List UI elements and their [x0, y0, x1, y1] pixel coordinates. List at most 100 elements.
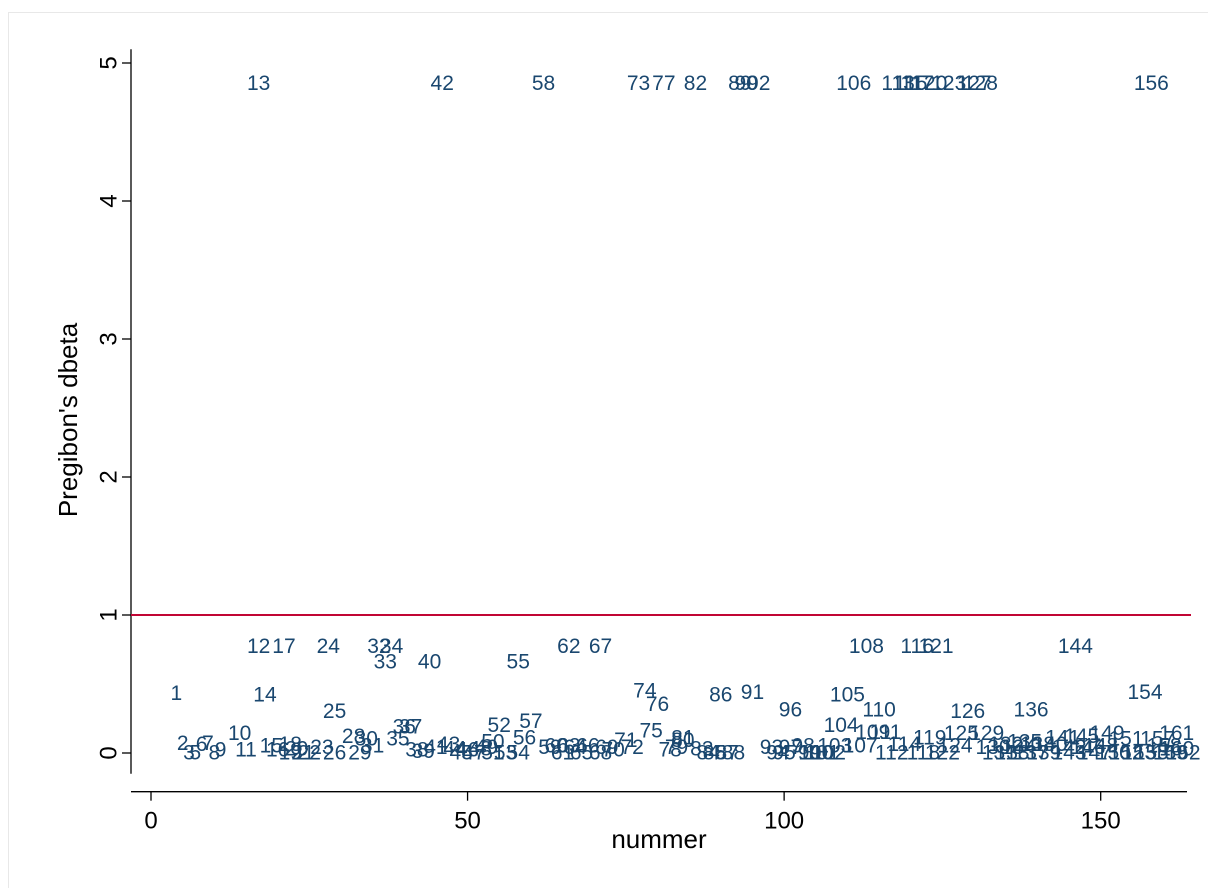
point-label: 72	[620, 736, 643, 759]
point-label: 102	[811, 742, 846, 765]
point-label: 45	[450, 742, 473, 765]
x-axis-title: nummer	[611, 824, 707, 854]
point-label: 46	[456, 739, 479, 762]
point-label: 83	[690, 737, 713, 760]
point-label: 89	[728, 72, 751, 95]
point-label: 128	[963, 72, 998, 95]
point-label: 139	[1026, 742, 1061, 765]
point-label: 2	[177, 732, 189, 755]
point-label: 148	[1083, 735, 1118, 758]
point-label: 78	[658, 739, 681, 762]
point-label: 126	[950, 700, 985, 723]
x-tick-label: 100	[764, 808, 804, 835]
point-label: 47	[462, 742, 485, 765]
point-label: 40	[418, 650, 441, 673]
point-label: 55	[507, 650, 530, 673]
point-label: 76	[646, 693, 669, 716]
point-label: 135	[1007, 730, 1042, 753]
point-label: 7	[202, 732, 214, 755]
point-label: 132	[988, 733, 1023, 756]
point-label: 19	[279, 742, 302, 765]
point-label: 84	[696, 742, 720, 765]
point-label: 67	[589, 635, 612, 658]
point-label: 162	[1165, 742, 1200, 765]
point-label: 98	[791, 735, 814, 758]
point-label: 26	[323, 742, 346, 765]
point-label: 36	[393, 715, 416, 738]
point-label: 57	[519, 710, 542, 733]
point-label: 121	[919, 635, 954, 658]
point-label: 159	[1153, 742, 1188, 765]
point-label: 86	[709, 684, 732, 707]
point-label: 153	[1121, 742, 1156, 765]
point-label: 74	[633, 679, 657, 702]
point-label: 147	[1077, 742, 1112, 765]
point-label: 157	[1140, 728, 1175, 751]
point-label: 17	[272, 635, 295, 658]
point-label: 49	[475, 736, 498, 759]
point-label: 81	[671, 726, 694, 749]
point-label: 110	[862, 699, 895, 722]
point-label: 1	[170, 682, 182, 705]
point-label: 149	[1090, 722, 1125, 745]
point-label: 90	[734, 72, 757, 95]
point-label: 23	[310, 736, 333, 759]
point-label: 66	[576, 735, 599, 758]
point-label: 154	[1127, 681, 1162, 704]
point-label: 61	[551, 742, 574, 765]
point-label: 113	[881, 72, 914, 95]
point-label: 137	[1014, 742, 1049, 765]
point-label: 15	[260, 735, 283, 758]
point-label: 93	[760, 736, 783, 759]
point-label: 79	[665, 736, 688, 759]
point-label: 155	[1134, 742, 1169, 765]
point-label: 13	[247, 72, 270, 95]
point-label: 88	[722, 742, 745, 765]
point-label: 141	[1045, 726, 1080, 749]
point-label: 59	[538, 736, 561, 759]
point-label: 117	[900, 72, 933, 95]
point-label: 122	[925, 742, 960, 765]
x-tick-label: 0	[144, 808, 157, 835]
point-label: 41	[424, 736, 447, 759]
point-label: 71	[614, 729, 637, 752]
point-label: 9	[215, 739, 227, 762]
point-label: 56	[513, 726, 536, 749]
point-label: 91	[741, 681, 764, 704]
point-label: 145	[1064, 725, 1099, 748]
point-label: 37	[399, 715, 422, 738]
point-label: 95	[772, 742, 795, 765]
point-label: 85	[703, 742, 726, 765]
point-label: 124	[938, 735, 973, 758]
point-label: 146	[1071, 736, 1106, 759]
point-label: 140	[1033, 733, 1068, 756]
y-tick-label: 3	[96, 332, 123, 345]
point-label: 116	[900, 635, 933, 658]
point-label: 129	[969, 722, 1004, 745]
point-label: 65	[570, 742, 593, 765]
point-label: 29	[348, 742, 371, 765]
y-tick-label: 1	[96, 608, 123, 621]
point-label: 119	[913, 726, 946, 749]
point-label: 100	[798, 742, 833, 765]
point-label: 16	[266, 739, 289, 762]
point-label: 51	[481, 742, 504, 765]
y-tick-label: 4	[96, 194, 123, 207]
point-label: 24	[317, 635, 341, 658]
point-label: 118	[907, 742, 940, 765]
point-label: 160	[1159, 737, 1194, 760]
point-label: 107	[843, 735, 878, 758]
point-label: 20	[285, 737, 308, 760]
point-label: 103	[817, 735, 852, 758]
point-label: 22	[298, 742, 321, 765]
y-tick-label: 2	[96, 470, 123, 483]
point-label: 156	[1134, 72, 1169, 95]
point-label: 3	[183, 742, 195, 765]
point-label: 28	[342, 725, 365, 748]
point-label: 75	[639, 719, 662, 742]
point-label: 134	[1001, 736, 1036, 759]
point-label: 8	[208, 742, 220, 765]
point-label: 62	[557, 635, 580, 658]
point-label: 150	[1096, 742, 1131, 765]
point-label: 115	[894, 72, 927, 95]
